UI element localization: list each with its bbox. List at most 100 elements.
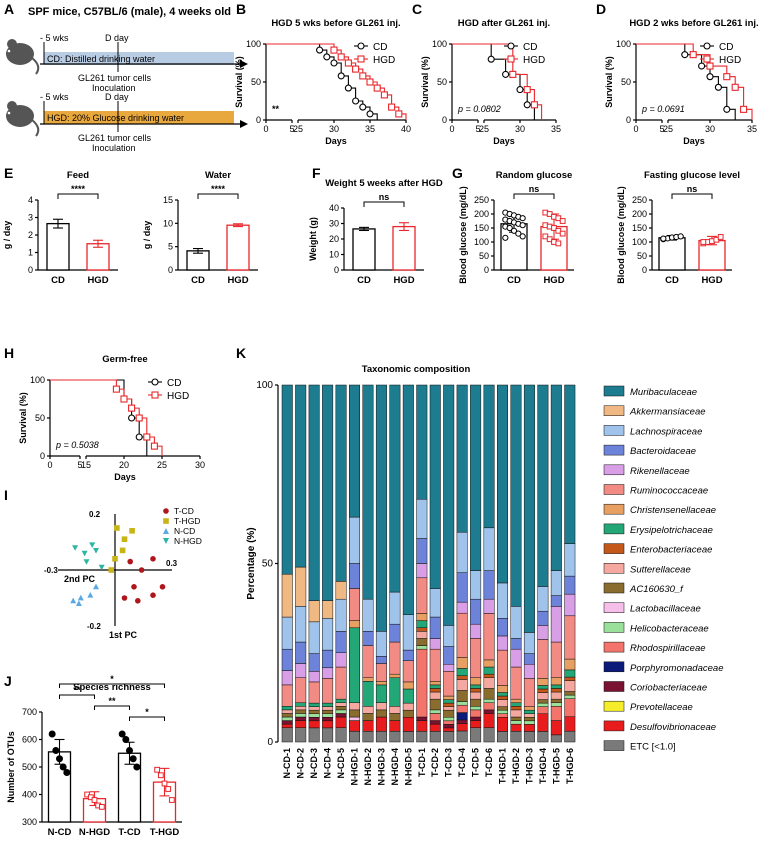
data-point bbox=[706, 62, 714, 70]
data-point bbox=[555, 240, 562, 247]
data-point bbox=[122, 736, 130, 743]
data-point bbox=[119, 547, 126, 554]
survival-plot-C: HGD after GL261 inj. 0 50 100 0 525 30 35 Days Su… bbox=[420, 18, 561, 146]
x-tick-label: 25 bbox=[479, 124, 489, 134]
data-point bbox=[168, 797, 175, 803]
x-tick-label: N-HGD-3 bbox=[376, 748, 386, 786]
stack-segment bbox=[470, 677, 482, 686]
stack-segment bbox=[550, 734, 562, 743]
legend-swatch bbox=[603, 444, 625, 456]
stack-segment bbox=[523, 678, 535, 707]
stack-segment bbox=[429, 713, 441, 721]
stack-segment bbox=[281, 723, 293, 728]
x-tick-label: HGD bbox=[87, 275, 108, 286]
significance-bracket bbox=[94, 705, 130, 710]
x-axis-label: Days bbox=[493, 136, 515, 146]
chart-title: HGD after GL261 inj. bbox=[458, 18, 550, 29]
y-axis-label: Number of OTUs bbox=[6, 731, 16, 803]
legend-marker bbox=[163, 528, 169, 534]
data-point bbox=[344, 84, 352, 92]
stack-segment bbox=[322, 678, 334, 704]
y-tick-label: 0 bbox=[40, 451, 45, 461]
stack-segment bbox=[281, 727, 293, 743]
y-axis-label: g / day bbox=[142, 221, 152, 250]
stack-segment bbox=[443, 646, 455, 665]
bar-chart-G2: Fasting glucose level 0 50 100 150 200 250 Bloo… bbox=[616, 170, 740, 286]
y-axis-label: Blood glucose (mg/dL) bbox=[616, 186, 626, 284]
y-tick-label: 0 bbox=[626, 115, 631, 125]
x-tick-label: 5 bbox=[77, 460, 82, 470]
x-tick-label: N-CD-1 bbox=[282, 748, 292, 779]
series-line-CD bbox=[266, 43, 378, 120]
stack-segment bbox=[497, 384, 509, 584]
legend-label: Sutterellaceae bbox=[630, 564, 691, 575]
panel-letter: G bbox=[452, 165, 463, 181]
stack-segment bbox=[281, 573, 293, 618]
stack-segment bbox=[497, 649, 509, 686]
stack-segment bbox=[389, 677, 401, 707]
x-tick-label: T-HGD-3 bbox=[524, 748, 534, 784]
schematic-title: SPF mice, C57BL/6 (male), 4 weeks old bbox=[28, 6, 231, 18]
stack-segment bbox=[308, 681, 320, 704]
stack-segment bbox=[497, 582, 509, 619]
stack-segment bbox=[362, 677, 374, 682]
stack-segment bbox=[335, 631, 347, 654]
x-tick-label: T-CD-1 bbox=[417, 748, 427, 777]
stack-segment bbox=[564, 716, 576, 732]
data-point bbox=[77, 594, 84, 601]
data-point bbox=[330, 46, 338, 54]
stack-segment bbox=[362, 706, 374, 714]
y-axis-label: Survival (%) bbox=[420, 56, 430, 108]
data-point bbox=[316, 46, 324, 54]
legend-label: CD bbox=[523, 42, 537, 53]
stack-segment bbox=[389, 713, 401, 721]
data-point bbox=[52, 747, 60, 754]
data-point bbox=[366, 110, 374, 118]
stack-segment bbox=[308, 702, 320, 707]
stack-segment bbox=[483, 527, 495, 571]
legend-label: T-HGD bbox=[174, 516, 200, 526]
data-point bbox=[98, 803, 105, 810]
data-point bbox=[89, 542, 96, 548]
significance-label: ** bbox=[73, 685, 81, 695]
stack-segment bbox=[375, 384, 387, 632]
y-tick-label: 20 bbox=[329, 234, 339, 244]
y-tick-label: -0.2 bbox=[87, 622, 101, 631]
stack-segment bbox=[375, 663, 387, 682]
stack-segment bbox=[523, 720, 535, 725]
y-tick-label: 0 bbox=[484, 265, 489, 275]
y-tick-label: 500 bbox=[22, 762, 37, 772]
stack-segment bbox=[322, 600, 334, 619]
x-tick-label: 0 bbox=[633, 124, 638, 134]
stack-segment bbox=[362, 598, 374, 632]
legend-label: N-CD bbox=[174, 526, 195, 536]
stack-segment bbox=[537, 706, 549, 714]
legend-marker bbox=[151, 378, 159, 386]
stack-segment bbox=[564, 680, 576, 692]
x-tick-label: 30 bbox=[515, 124, 525, 134]
stack-segment bbox=[429, 709, 441, 714]
chart-title: HGD 2 wks before GL261 inj. bbox=[629, 18, 758, 29]
y-tick-label: 100 bbox=[256, 380, 273, 391]
stack-segment bbox=[456, 723, 468, 732]
stack-segment bbox=[429, 588, 441, 618]
stack-segment bbox=[443, 671, 455, 697]
stack-segment bbox=[416, 631, 428, 639]
y-tick-label: 4 bbox=[28, 195, 33, 205]
stack-segment bbox=[470, 698, 482, 707]
significance-bracket bbox=[57, 193, 99, 199]
bar bbox=[226, 224, 250, 271]
stack-segment bbox=[281, 670, 293, 686]
stack-segment bbox=[322, 706, 334, 711]
stack-segment bbox=[510, 666, 522, 700]
stack-segment bbox=[550, 677, 562, 686]
stack-segment bbox=[483, 613, 495, 661]
stack-segment bbox=[416, 648, 428, 718]
panel-letter: C bbox=[412, 1, 422, 17]
stack-segment bbox=[308, 671, 320, 683]
stack-segment bbox=[456, 601, 468, 614]
stack-segment bbox=[429, 616, 441, 639]
panel-letter: J bbox=[4, 673, 12, 689]
y-tick-label: 40 bbox=[329, 203, 339, 213]
data-point bbox=[523, 101, 531, 109]
